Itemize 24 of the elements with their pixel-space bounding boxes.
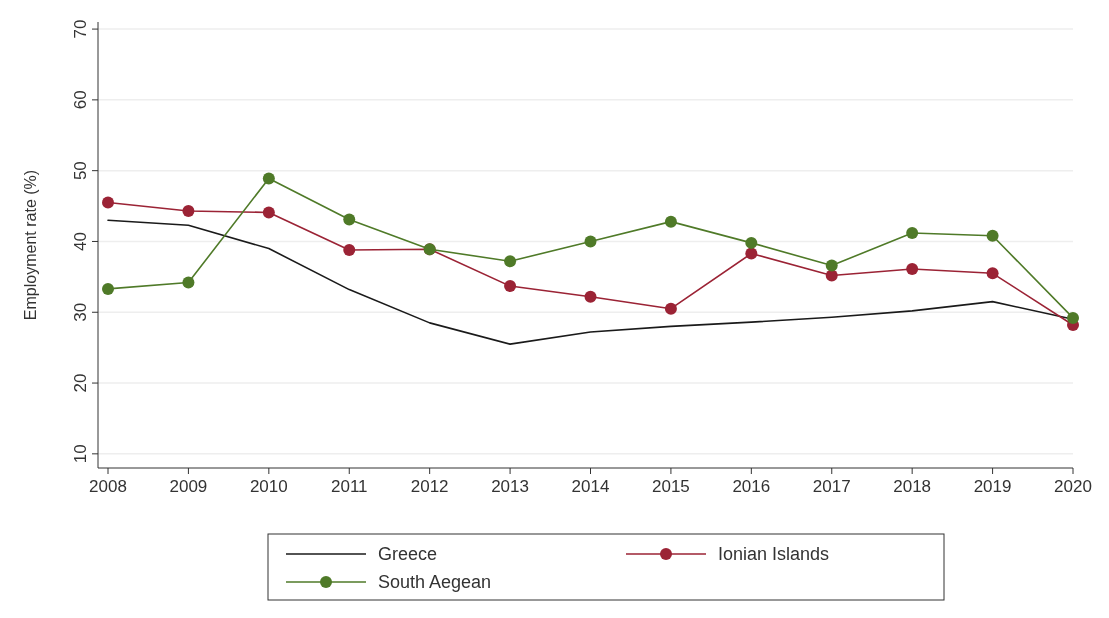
x-tick-label: 2008 [89,477,127,496]
x-tick-label: 2013 [491,477,529,496]
y-tick-label: 50 [71,161,90,181]
x-tick-label: 2018 [893,477,932,496]
x-tick-label: 2011 [330,477,368,496]
y-tick-label: 60 [71,90,90,110]
x-tick-label: 2019 [973,477,1012,496]
y-axis-title: Employment rate (%) [22,169,39,321]
y-tick-label: 40 [71,232,90,251]
x-tick-label: 2009 [169,477,208,496]
legend-label: Ionian Islands [718,544,830,564]
x-tick-label: 2016 [732,477,771,496]
y-tick-label: 10 [71,444,90,464]
y-tick-label: 20 [71,373,90,393]
x-tick-label: 2012 [410,477,449,496]
x-tick-label: 2017 [812,477,851,496]
x-tick-label: 2015 [652,477,690,496]
x-tick-label: 2010 [249,477,288,496]
x-tick-label: 2020 [1054,477,1092,496]
legend-label: Greece [378,544,438,564]
y-tick-label: 70 [71,19,90,39]
y-tick-label: 30 [71,302,90,322]
legend-label: South Aegean [378,572,492,592]
x-tick-label: 2014 [571,477,610,496]
